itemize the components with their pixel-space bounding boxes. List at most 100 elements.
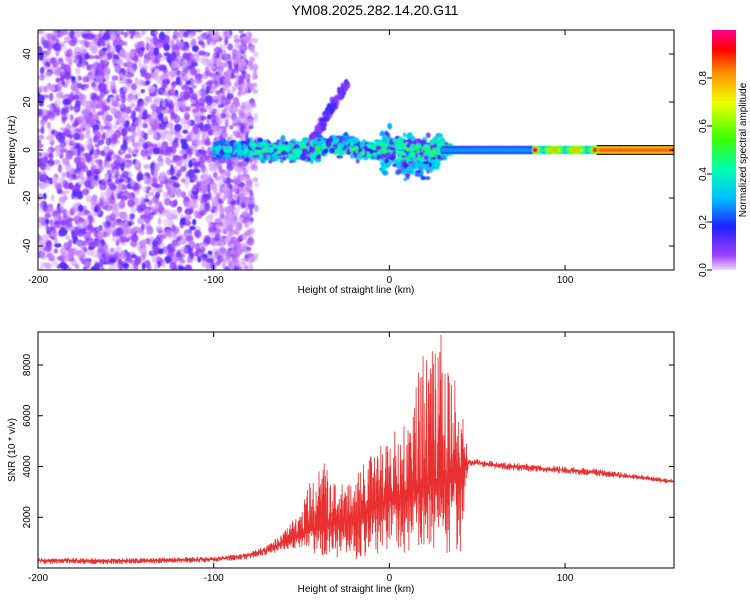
spectrogram-cell	[38, 128, 41, 133]
spectrogram-cell	[109, 213, 116, 222]
spectrogram-cell	[405, 167, 410, 172]
spectrogram-cell	[379, 131, 386, 137]
spectrogram-cell	[253, 158, 257, 165]
spectrogram-cell	[62, 172, 68, 178]
spectrogram-cell	[224, 61, 229, 69]
spectrogram-cell	[38, 30, 43, 35]
spectrogram-cell	[102, 231, 108, 238]
spectrogram-cell	[120, 195, 128, 201]
spectrogram-cell	[45, 224, 50, 233]
spectrogram-cell	[119, 250, 127, 259]
spectrogram-cell	[139, 239, 147, 247]
spectrogram-cell	[162, 248, 169, 255]
spectrogram-cell	[38, 143, 44, 149]
spectrogram-cell	[99, 182, 107, 191]
spectrogram-cell	[199, 181, 208, 190]
spectrogram-cell	[236, 198, 241, 206]
spectrogram-cell	[244, 206, 249, 212]
spectrogram-cell	[136, 92, 141, 97]
spectrogram-cell	[381, 147, 387, 154]
spectrogram-cell	[177, 266, 185, 270]
spectrogram-cell	[247, 265, 254, 270]
spectrogram-cell	[143, 119, 148, 124]
spectrogram-cell	[163, 116, 168, 122]
spectrogram-cell	[46, 122, 51, 130]
spectrogram-cell	[209, 72, 218, 79]
spectrogram-cell	[374, 139, 380, 143]
spectrogram-cell	[221, 83, 228, 91]
spectrogram-cell	[38, 85, 45, 93]
spectrogram-cell	[311, 146, 315, 154]
spectrogram-cell	[49, 137, 55, 142]
spectrogram-cell	[237, 247, 242, 254]
spectrogram-cell	[126, 255, 133, 262]
spectrogram-cell	[212, 201, 217, 207]
spectrogram-cell	[118, 117, 126, 126]
spectrogram-cell	[114, 66, 122, 73]
spectrogram-cell	[84, 86, 89, 92]
spectrogram-cell	[58, 204, 65, 210]
spectrogram-cell	[156, 186, 162, 192]
spectrogram-cell	[78, 170, 84, 180]
spectrogram-cell	[183, 91, 190, 101]
spectrogram-cell	[62, 209, 67, 219]
spectrogram-cell	[98, 164, 104, 173]
spectrogram-cell	[71, 36, 78, 44]
spectrogram-cell	[338, 135, 344, 140]
spectrogram-cell	[233, 165, 239, 172]
spectrogram-cell	[224, 109, 233, 118]
spectrogram-cell	[153, 262, 159, 270]
spectrogram-cell	[192, 202, 199, 209]
spectrogram-cell	[100, 83, 108, 90]
spectrogram-cell	[244, 264, 249, 270]
spectrogram-cell	[122, 40, 128, 47]
spectrogram-cell	[112, 58, 120, 64]
spectrogram-cell	[206, 63, 213, 72]
spectrogram-cell	[173, 95, 178, 103]
spectrogram-cell	[100, 150, 106, 157]
spectrogram-cell	[161, 260, 167, 269]
spectrogram-cell	[381, 165, 387, 171]
spectrogram-cell	[171, 209, 177, 214]
spectrogram-cell	[164, 256, 172, 264]
spectrogram-cell	[83, 246, 88, 253]
spectrogram-cell	[144, 194, 149, 200]
spectrogram-cell	[51, 228, 58, 234]
spectrogram-cell	[253, 51, 259, 58]
spectrogram-cell	[46, 49, 51, 54]
spectrogram-cell	[267, 146, 274, 154]
spectrogram-cell	[149, 37, 155, 44]
spectrogram-cell	[280, 134, 286, 142]
spectrogram-cell	[237, 151, 243, 157]
spectrogram-cell	[329, 147, 336, 154]
spectrogram-cell	[147, 85, 155, 94]
spectrogram-cell	[103, 88, 108, 95]
spectrogram-cell	[141, 30, 145, 37]
spectrogram-cell	[54, 243, 62, 248]
spectrogram-cell	[143, 175, 148, 183]
spectrogram-cell	[238, 30, 244, 34]
spectrogram-cell	[279, 144, 284, 151]
spectrogram-cell	[216, 57, 220, 63]
spectrogram-cell	[295, 148, 302, 155]
spectrogram-cell	[149, 236, 155, 242]
spectrogram-cell	[223, 153, 231, 159]
spectrogram-cell	[201, 83, 207, 93]
spectrogram-cell	[376, 151, 383, 155]
spectrogram-cell	[416, 138, 422, 144]
spectrogram-cell	[215, 34, 220, 40]
spectrogram-cell	[48, 41, 53, 49]
spectrogram-cell	[424, 176, 431, 180]
spectrogram-cell	[231, 162, 235, 168]
spectrogram-cell	[233, 144, 238, 150]
spectrogram-cell	[417, 145, 422, 149]
spectrogram-cell	[266, 154, 271, 162]
spectrogram-cell	[104, 190, 109, 197]
spectrogram-cell	[138, 231, 145, 236]
spectrogram-cell	[142, 123, 149, 129]
spectrogram-cell	[370, 156, 377, 160]
spectrogram-cell	[106, 127, 111, 137]
spectrogram-cell	[246, 65, 253, 70]
spectrogram-cell	[150, 92, 157, 97]
spectrogram-cell	[254, 74, 259, 79]
